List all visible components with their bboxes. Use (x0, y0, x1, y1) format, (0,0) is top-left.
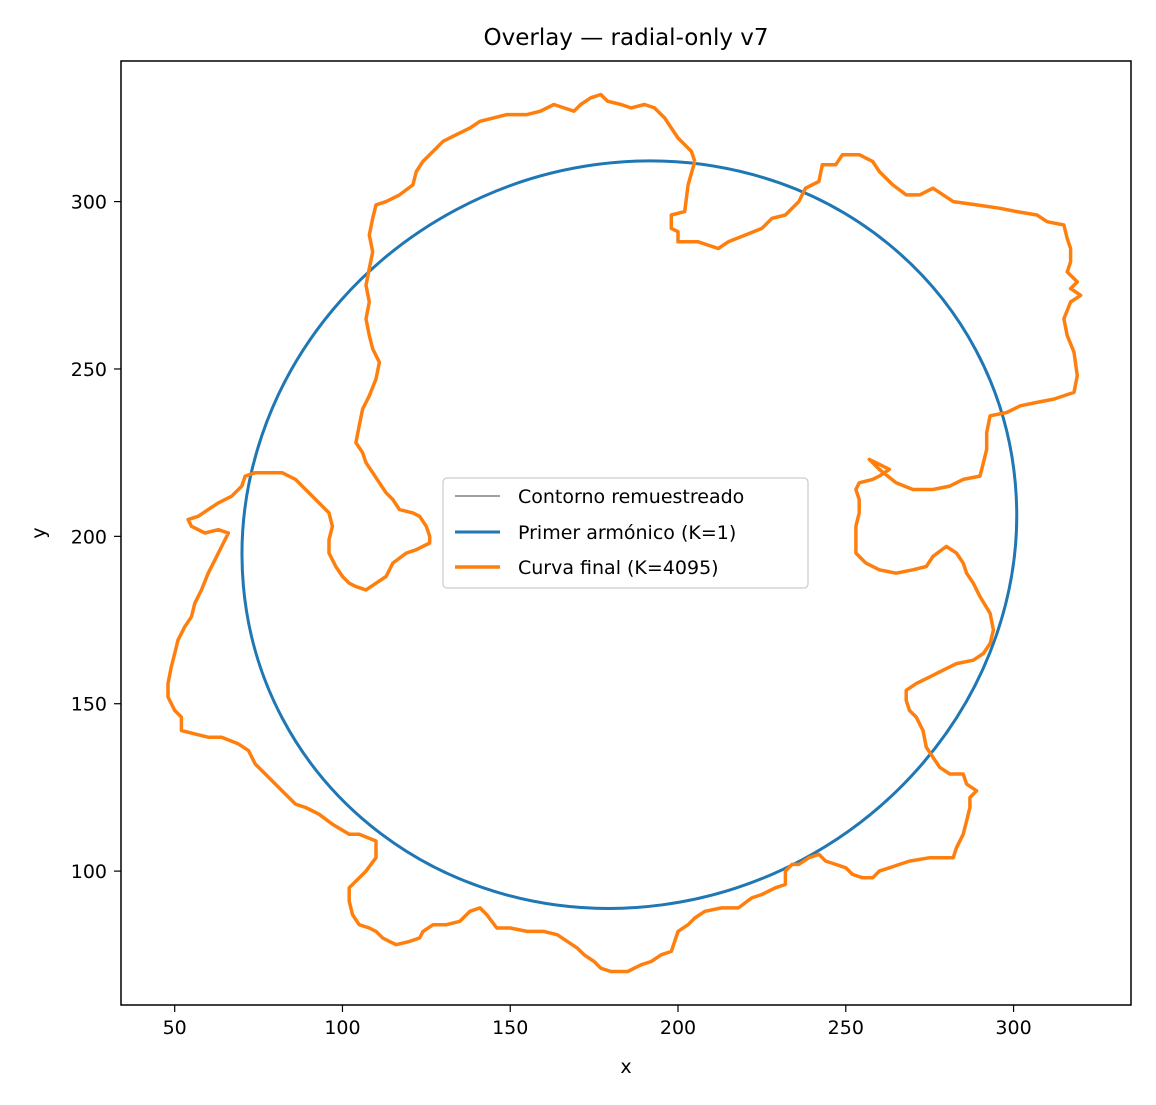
legend-label-contorno: Contorno remuestreado (518, 486, 744, 508)
chart-title: Overlay — radial-only v7 (484, 25, 769, 51)
series-curva-final-line (166, 92, 1083, 974)
y-tick-label: 250 (71, 359, 107, 381)
x-tick-label: 50 (163, 1017, 187, 1039)
plot-series (166, 92, 1083, 974)
x-axis-ticks: 50 100 150 200 250 300 (163, 1005, 1032, 1039)
y-tick-label: 300 (71, 192, 107, 214)
x-axis-label: x (620, 1056, 631, 1078)
y-axis-ticks: 100 150 200 250 300 (71, 192, 121, 883)
series-primer-armonico-ellipse (240, 159, 1019, 910)
legend: Contorno remuestreado Primer armónico (K… (442, 477, 809, 589)
x-tick-label: 100 (324, 1017, 360, 1039)
x-tick-label: 150 (492, 1017, 528, 1039)
legend-label-primer-armonico: Primer armónico (K=1) (518, 522, 736, 544)
x-tick-label: 250 (828, 1017, 864, 1039)
plot-frame (120, 60, 1132, 1006)
legend-label-curva-final: Curva final (K=4095) (518, 557, 719, 579)
y-axis-label: y (28, 527, 50, 538)
y-tick-label: 200 (71, 526, 107, 548)
legend-box (442, 477, 809, 589)
y-tick-label: 150 (71, 694, 107, 716)
x-tick-label: 300 (995, 1017, 1031, 1039)
y-tick-label: 100 (71, 861, 107, 883)
x-tick-label: 200 (660, 1017, 696, 1039)
